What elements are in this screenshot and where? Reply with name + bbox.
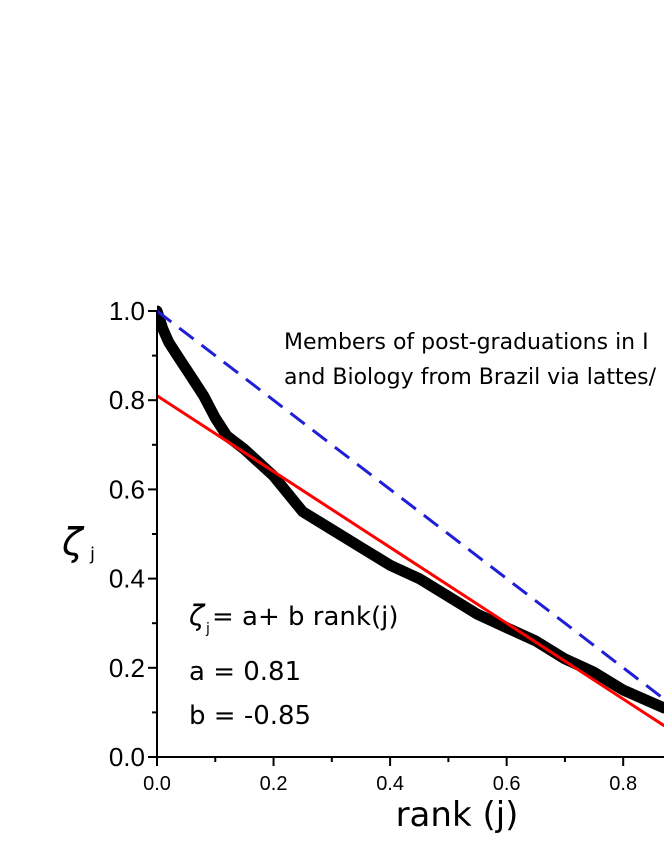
plot-area xyxy=(157,305,664,728)
fit-equation-symbol: ζ xyxy=(188,599,206,632)
x-tick-label: 0.6 xyxy=(493,773,521,795)
x-axis-title: rank (j) xyxy=(396,795,519,835)
y-tick-label: 0.4 xyxy=(109,564,145,594)
x-tick-label: 0.8 xyxy=(609,773,637,795)
y-tick-label: 0.0 xyxy=(109,742,145,772)
chart-axes xyxy=(148,310,664,766)
x-tick-label: 0.0 xyxy=(143,773,171,795)
y-tick-label: 0.6 xyxy=(109,474,145,504)
fit-series-line xyxy=(157,394,664,728)
y-tick-label: 0.8 xyxy=(109,385,145,415)
y-axis-title-subscript: j xyxy=(89,544,95,565)
y-tick-label: 1.0 xyxy=(109,296,145,326)
fit-equation-subscript: j xyxy=(205,621,210,637)
chart-labels: 0.0 0.2 0.4 0.6 0.8 1.0 0.0 0.2 0.4 0.6 0.8 rank (j… xyxy=(61,296,657,835)
x-tick-label: 0.2 xyxy=(260,773,288,795)
chart-marks xyxy=(157,305,664,728)
y-axis-title: ζ xyxy=(61,520,85,564)
reference-series-line xyxy=(157,309,664,701)
y-tick-label: 0.2 xyxy=(109,653,145,683)
annotation-line: and Biology from Brazil via lattes/ xyxy=(284,365,657,390)
x-tick-label: 0.4 xyxy=(376,773,404,795)
annotation-line: Members of post-graduations in I xyxy=(284,330,649,355)
fit-equation-text: = a+ b rank(j) xyxy=(212,602,398,632)
fit-parameter: b = -0.85 xyxy=(189,701,311,731)
fit-parameter: a = 0.81 xyxy=(189,657,301,687)
